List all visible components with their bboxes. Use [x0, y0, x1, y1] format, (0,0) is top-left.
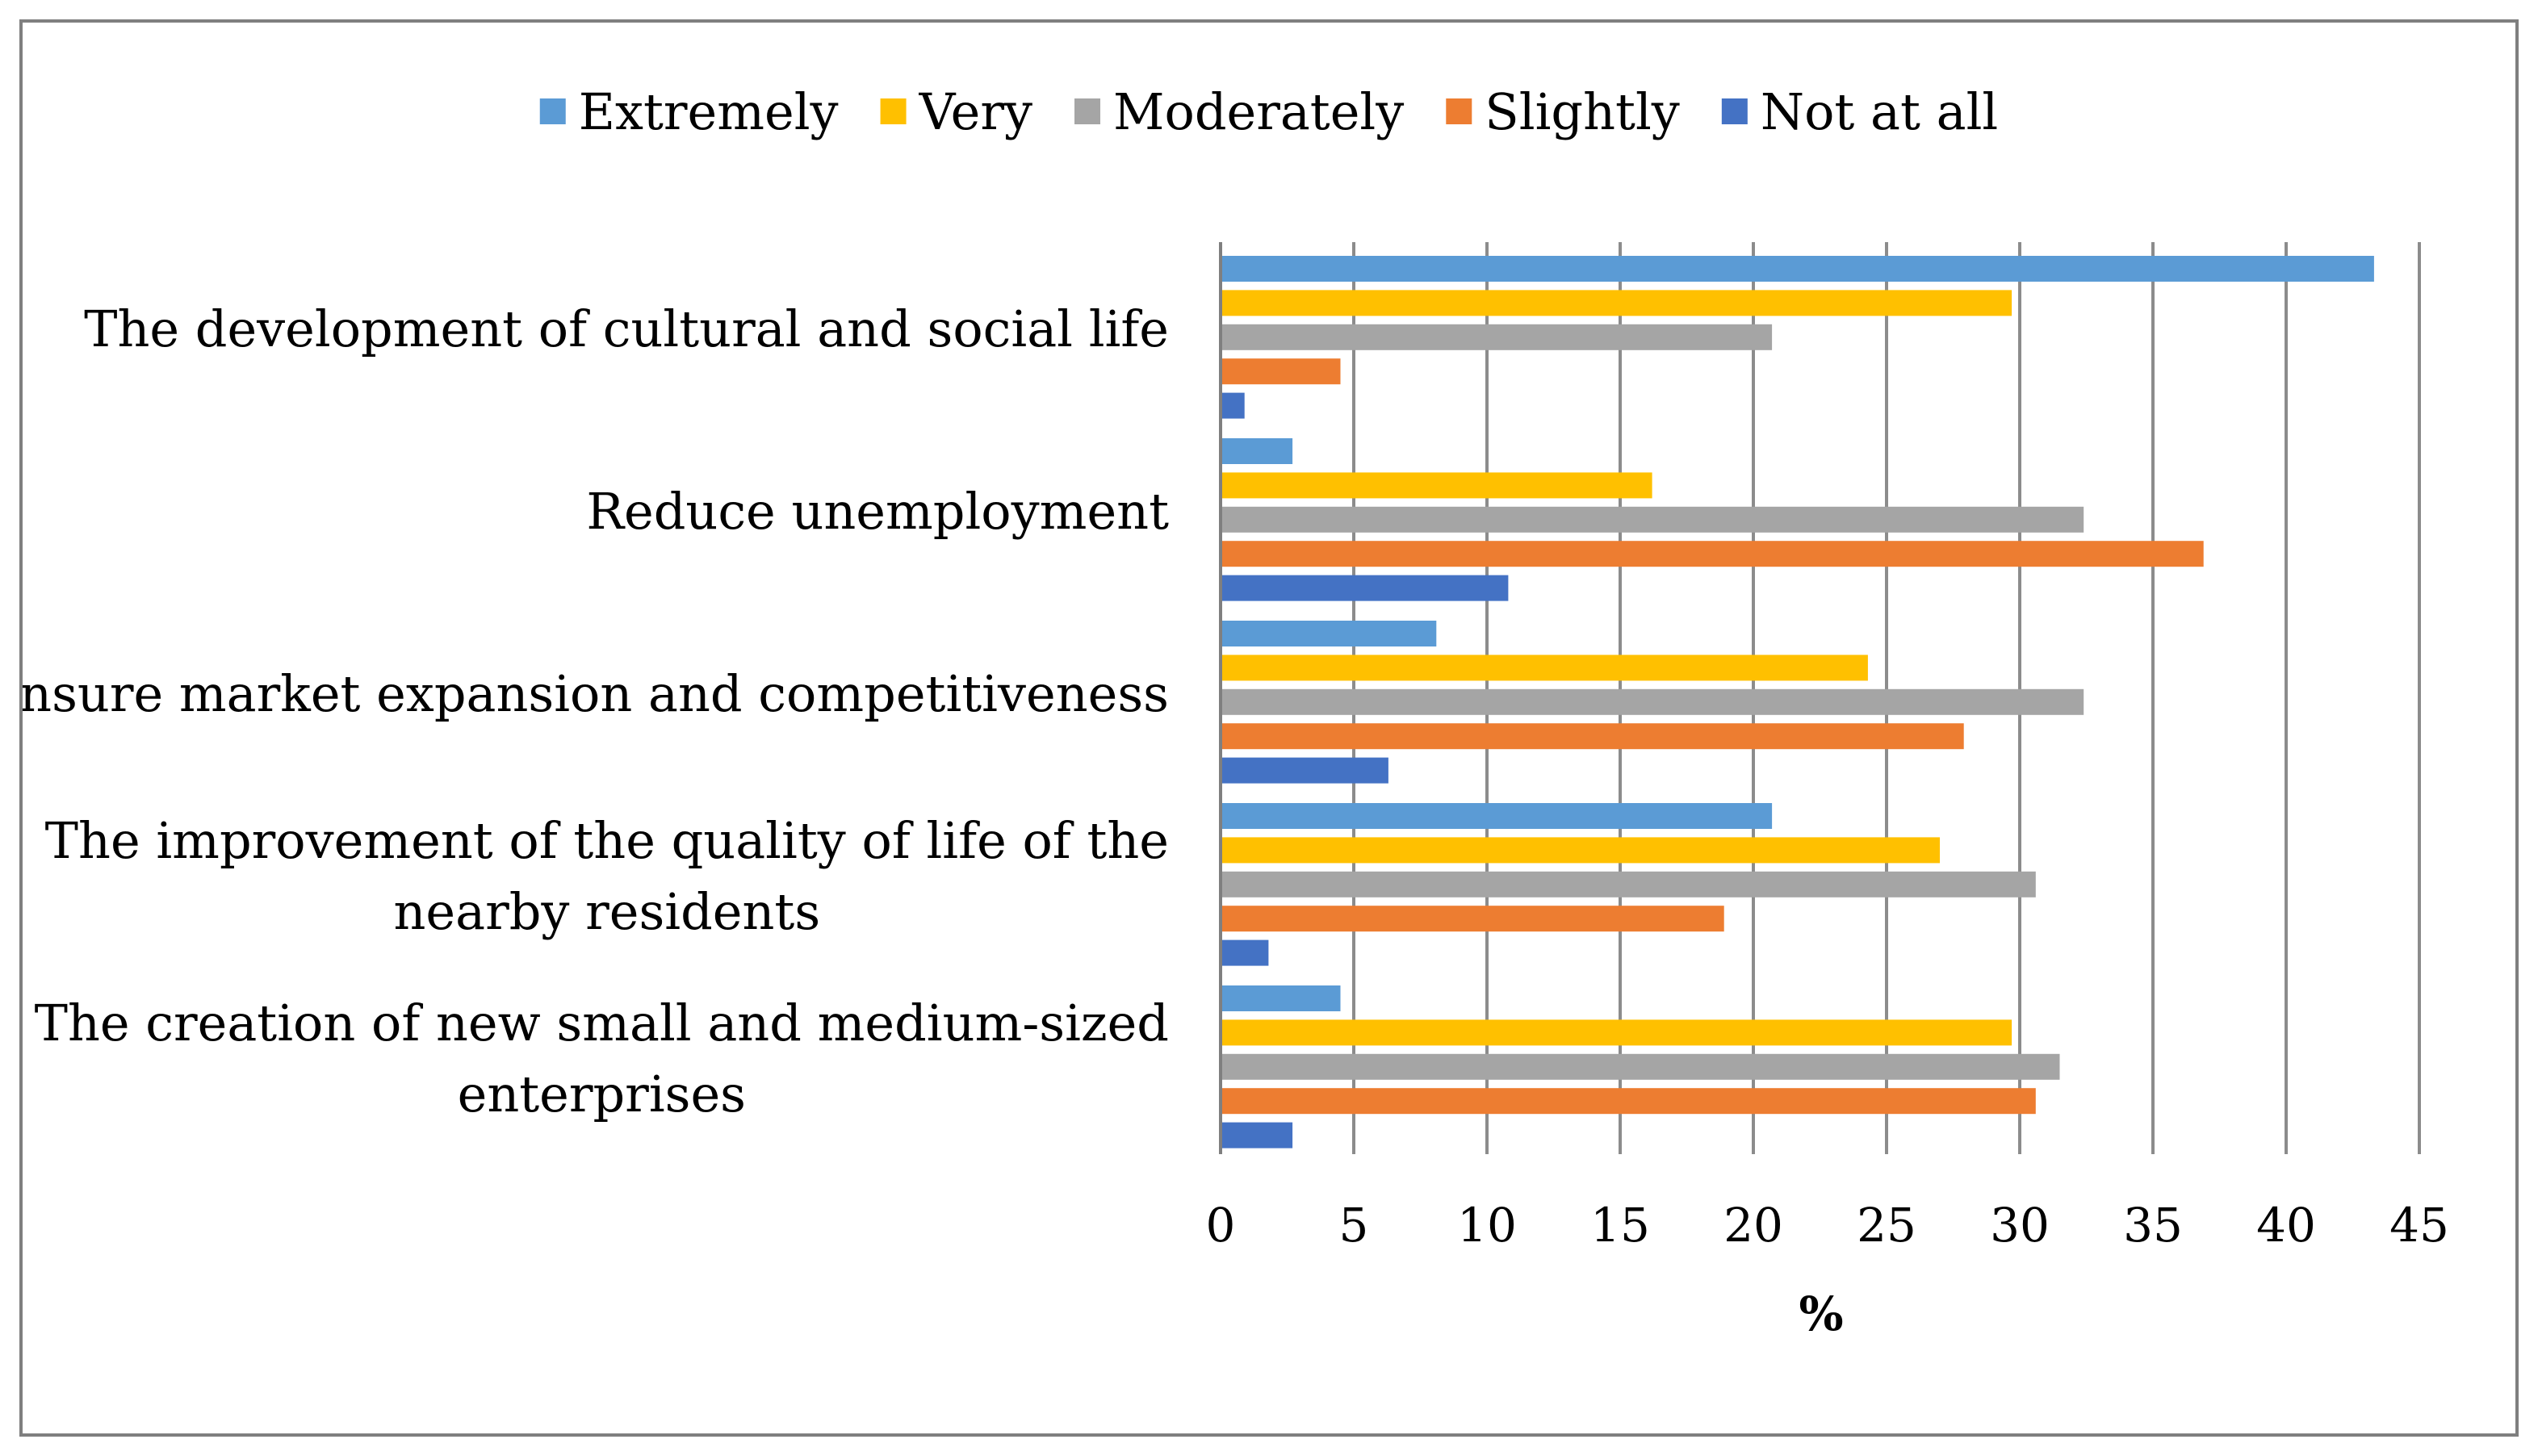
bar-slightly	[1222, 723, 1964, 750]
bar-very	[1222, 290, 2012, 316]
bar-not-at-all	[1222, 1122, 1293, 1148]
category-label: Ensure market expansion and competitiven…	[23, 664, 1169, 723]
legend-item: Extremely	[539, 82, 839, 141]
x-tick-label: 0	[1206, 1198, 1236, 1253]
bar-extremely	[1222, 438, 1293, 464]
bar-extremely	[1222, 985, 1341, 1011]
bar-slightly	[1222, 906, 1724, 932]
x-tick-label: 15	[1590, 1198, 1650, 1253]
legend-label: Very	[919, 82, 1032, 141]
category-label: The creation of new small and medium-siz…	[35, 994, 1169, 1123]
legend-swatch	[1446, 98, 1472, 124]
legend-item: Moderately	[1074, 82, 1404, 141]
bar-not-at-all	[1222, 392, 1245, 419]
x-tick-label: 30	[1990, 1198, 2050, 1253]
x-tick-label: 40	[2256, 1198, 2316, 1253]
x-tick-label: 35	[2123, 1198, 2183, 1253]
legend: Extremely Very Moderately Slightly Not at al…	[539, 82, 1998, 141]
category-label: The improvement of the quality of life o…	[45, 811, 1169, 941]
bar-moderately	[1222, 871, 2036, 897]
bar-very	[1222, 472, 1652, 499]
legend-item: Slightly	[1446, 82, 1680, 141]
category-labels: The development of cultural and social l…	[23, 299, 1169, 1123]
bar-extremely	[1222, 803, 1773, 829]
bars	[1222, 256, 2374, 1148]
bar-very	[1222, 837, 1940, 864]
bar-very	[1222, 1019, 2012, 1046]
legend-label: Slightly	[1485, 82, 1680, 141]
bar-not-at-all	[1222, 575, 1509, 601]
legend-item: Very	[880, 82, 1032, 141]
legend-label: Moderately	[1113, 82, 1404, 141]
x-tick-labels: 0 5 10 15 20 25 30 35 40 45	[1206, 1198, 2449, 1253]
category-label: Reduce unemployment	[586, 482, 1169, 541]
bar-moderately	[1222, 324, 1773, 350]
bar-moderately	[1222, 1053, 2060, 1080]
category-label: The development of cultural and social l…	[84, 299, 1169, 358]
chart-frame: Extremely Very Moderately Slightly Not at al…	[19, 19, 2519, 1437]
x-tick-label: 45	[2389, 1198, 2449, 1253]
legend-label: Not at all	[1761, 82, 1998, 141]
bar-chart: Extremely Very Moderately Slightly Not at al…	[23, 82, 2449, 1341]
bar-moderately	[1222, 688, 2084, 715]
bar-moderately	[1222, 506, 2084, 533]
legend-item: Not at all	[1721, 82, 1998, 141]
x-tick-label: 10	[1457, 1198, 1517, 1253]
legend-swatch	[539, 98, 566, 124]
x-tick-label: 5	[1339, 1198, 1369, 1253]
legend-swatch	[1074, 98, 1101, 124]
x-tick-label: 25	[1857, 1198, 1916, 1253]
x-tick-label: 20	[1723, 1198, 1783, 1253]
bar-extremely	[1222, 621, 1437, 646]
legend-label: Extremely	[579, 82, 839, 141]
bar-slightly	[1222, 541, 2204, 567]
bar-slightly	[1222, 1088, 2036, 1115]
bar-not-at-all	[1222, 757, 1388, 784]
legend-swatch	[1721, 98, 1748, 124]
bar-very	[1222, 655, 1868, 681]
legend-swatch	[880, 98, 907, 124]
bar-slightly	[1222, 358, 1341, 385]
bar-not-at-all	[1222, 939, 1269, 966]
bar-extremely	[1222, 256, 2374, 282]
x-axis-title: %	[1799, 1287, 1843, 1341]
